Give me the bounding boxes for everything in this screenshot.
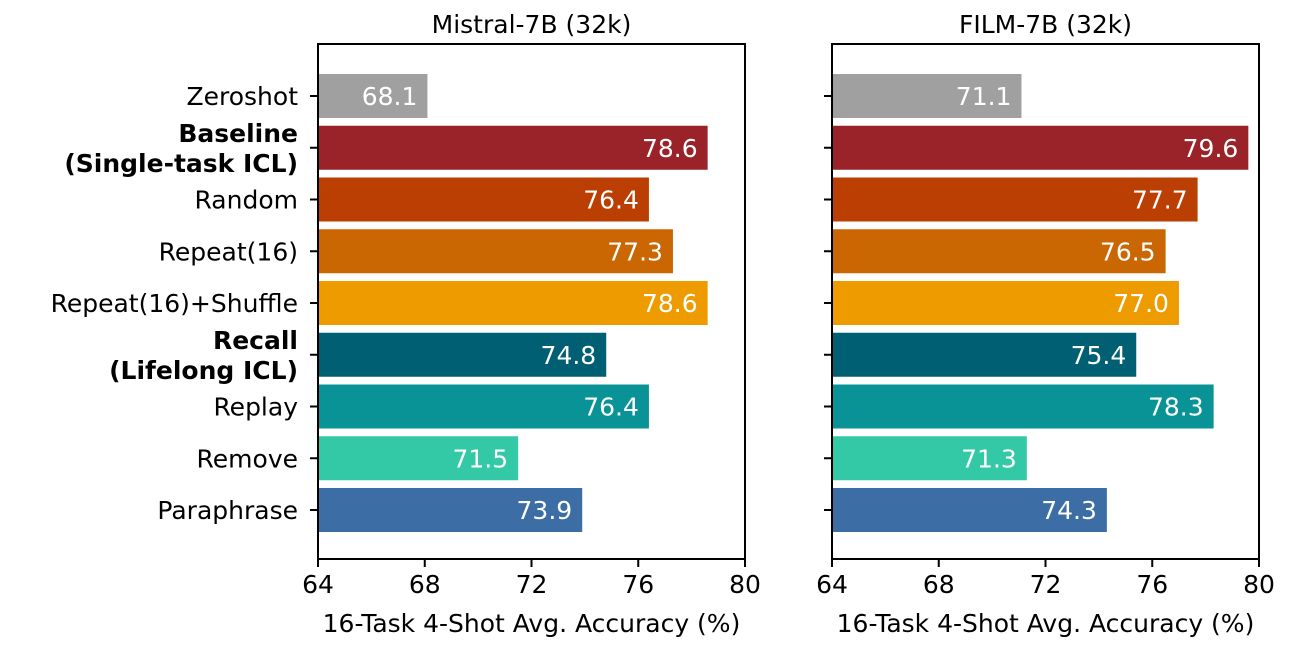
bar-value-label-mistral-1: 78.6 — [642, 134, 698, 163]
bar-mistral-8 — [318, 488, 583, 532]
bar-value-label-mistral-3: 77.3 — [607, 237, 663, 266]
bar-value-label-film-5: 75.4 — [1071, 341, 1127, 370]
bar-value-label-film-1: 79.6 — [1183, 134, 1239, 163]
y-category-label-2: Random — [194, 186, 298, 215]
y-category-label-7: Remove — [197, 444, 298, 473]
bar-film-6 — [832, 384, 1214, 429]
x-tick-label-mistral-3: 76 — [622, 570, 654, 599]
bar-value-label-mistral-4: 78.6 — [642, 289, 698, 318]
chart-title-film: FILM-7B (32k) — [959, 10, 1132, 39]
bar-value-label-mistral-2: 76.4 — [583, 186, 639, 215]
bar-mistral-0 — [318, 74, 428, 118]
bar-mistral-1 — [318, 125, 708, 170]
bar-value-label-mistral-5: 74.8 — [541, 341, 597, 370]
x-tick-label-film-0: 64 — [816, 570, 848, 599]
x-tick-label-film-2: 72 — [1030, 570, 1062, 599]
bar-mistral-5 — [318, 332, 607, 377]
x-tick-label-film-1: 68 — [923, 570, 955, 599]
bar-film-5 — [832, 332, 1137, 377]
chart-panel-mistral: Mistral-7B (32k) 16-Task 4-Shot Avg. Acc… — [51, 10, 761, 638]
bar-mistral-6 — [318, 384, 649, 429]
bar-value-label-mistral-7: 71.5 — [452, 444, 508, 473]
bar-mistral-2 — [318, 177, 649, 222]
bar-film-1 — [832, 125, 1249, 170]
bar-mistral-7 — [318, 436, 519, 481]
bar-value-label-mistral-8: 73.9 — [517, 496, 573, 525]
bar-value-label-film-4: 77.0 — [1113, 289, 1169, 318]
x-axis-label-mistral: 16-Task 4-Shot Avg. Accuracy (%) — [323, 609, 741, 638]
bar-value-label-film-3: 76.5 — [1100, 237, 1156, 266]
x-tick-label-mistral-0: 64 — [302, 570, 334, 599]
x-tick-label-film-3: 76 — [1136, 570, 1168, 599]
bar-film-4 — [832, 281, 1179, 325]
bar-film-2 — [832, 177, 1198, 222]
y-category-label-6: Replay — [213, 393, 298, 422]
bar-mistral-4 — [318, 281, 708, 325]
bar-mistral-3 — [318, 229, 673, 274]
y-category-label-8: Paraphrase — [157, 496, 298, 525]
bar-film-7 — [832, 436, 1027, 481]
y-category-label-0: Zeroshot — [187, 82, 299, 111]
x-tick-label-film-4: 80 — [1243, 570, 1275, 599]
bar-value-label-film-0: 71.1 — [956, 82, 1012, 111]
y-category-label-5-line-1: (Lifelong ICL) — [109, 356, 298, 385]
bar-film-3 — [832, 229, 1166, 274]
y-category-label-3: Repeat(16) — [159, 237, 298, 266]
bar-value-label-mistral-6: 76.4 — [583, 393, 639, 422]
y-category-label-5-line-0: Recall — [213, 326, 298, 355]
x-tick-label-mistral-2: 72 — [516, 570, 548, 599]
chart-title-mistral: Mistral-7B (32k) — [432, 10, 632, 39]
bar-value-label-film-6: 78.3 — [1148, 393, 1204, 422]
y-category-label-1-line-0: Baseline — [178, 119, 298, 148]
x-tick-label-mistral-1: 68 — [409, 570, 441, 599]
x-axis-label-film: 16-Task 4-Shot Avg. Accuracy (%) — [837, 609, 1255, 638]
bar-value-label-film-2: 77.7 — [1132, 186, 1188, 215]
chart-panel-film: FILM-7B (32k) 16-Task 4-Shot Avg. Accura… — [816, 10, 1275, 638]
bar-value-label-mistral-0: 68.1 — [362, 82, 418, 111]
bar-value-label-film-7: 71.3 — [961, 444, 1017, 473]
bar-film-0 — [832, 74, 1022, 118]
y-category-label-1-line-1: (Single-task ICL) — [64, 149, 298, 178]
bar-value-label-film-8: 74.3 — [1041, 496, 1097, 525]
bar-film-8 — [832, 488, 1107, 532]
x-tick-label-mistral-4: 80 — [729, 570, 761, 599]
y-category-label-4: Repeat(16)+Shuffle — [51, 289, 298, 318]
